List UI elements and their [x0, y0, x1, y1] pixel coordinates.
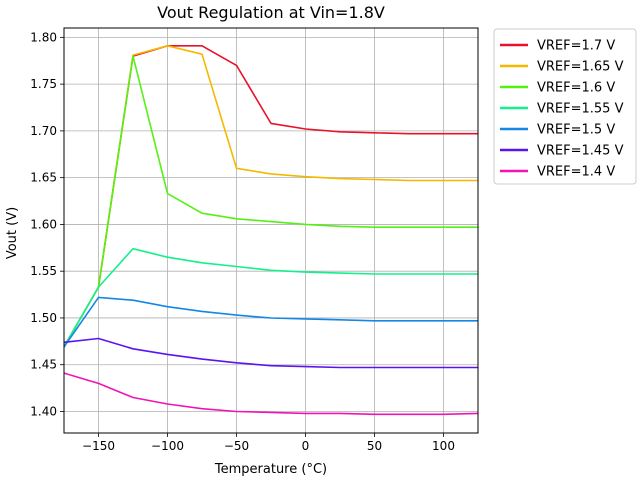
series-line-6	[64, 372, 478, 416]
y-tick-label: 1.55	[30, 264, 57, 278]
y-tick-label: 1.40	[30, 404, 57, 418]
y-tick-label: 1.75	[30, 77, 57, 91]
y-axis-ticks: 1.40 1.45 1.50 1.55 1.60 1.65 1.70 1.75 1.80	[30, 30, 64, 418]
legend-label: VREF=1.7 V	[537, 39, 615, 54]
legend-label: VREF=1.65 V	[537, 60, 624, 75]
plot-series	[64, 44, 478, 416]
x-tick-label: 0	[302, 439, 310, 453]
x-tick-label: −150	[82, 439, 115, 453]
y-axis-title: Vout (V)	[5, 207, 20, 259]
grid-lines	[64, 28, 478, 433]
y-tick-label: 1.80	[30, 30, 57, 44]
legend-label: VREF=1.45 V	[537, 144, 624, 159]
y-tick-label: 1.50	[30, 311, 57, 325]
x-tick-label: −50	[224, 439, 249, 453]
legend: VREF=1.7 V VREF=1.65 V VREF=1.6 V VREF=1.55…	[493, 28, 637, 185]
y-tick-label: 1.45	[30, 358, 57, 372]
x-tick-label: 50	[367, 439, 382, 453]
chart-title: Vout Regulation at Vin=1.8V	[157, 3, 385, 22]
series-line-5	[64, 337, 478, 369]
y-tick-label: 1.60	[30, 217, 57, 231]
series-line-2	[64, 55, 478, 348]
legend-label: VREF=1.4 V	[537, 165, 615, 180]
series-line-3	[64, 247, 478, 348]
x-tick-label: −100	[151, 439, 184, 453]
legend-box	[493, 28, 637, 185]
x-axis-title: Temperature (°C)	[214, 462, 327, 477]
series-line-4	[64, 296, 478, 348]
series-line-1	[64, 44, 478, 348]
x-axis-ticks: −150 −100 −50 0 50 100	[82, 433, 455, 453]
legend-label: VREF=1.55 V	[537, 102, 624, 117]
plot-frame	[63, 27, 479, 434]
x-tick-label: 100	[432, 439, 455, 453]
y-tick-label: 1.70	[30, 124, 57, 138]
legend-label: VREF=1.6 V	[537, 81, 615, 96]
legend-label: VREF=1.5 V	[537, 123, 615, 138]
y-tick-label: 1.65	[30, 171, 57, 185]
